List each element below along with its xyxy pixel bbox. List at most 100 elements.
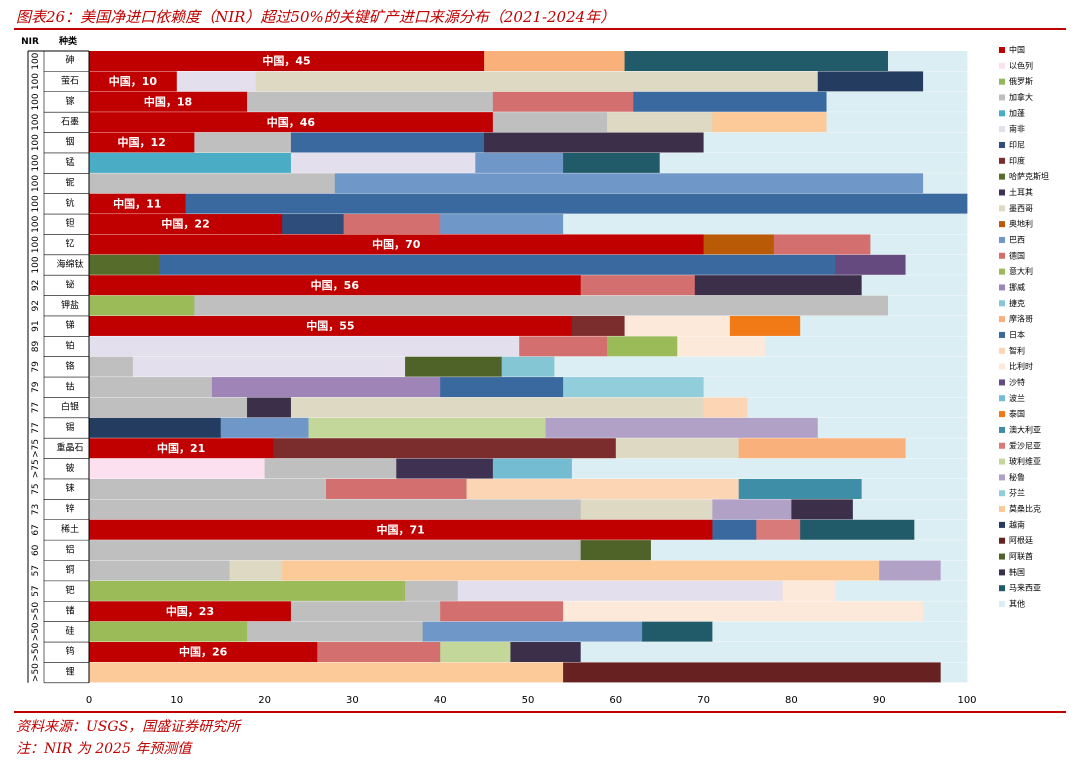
legend-label: 马来西亚 [1009,584,1041,593]
row-nir-label: 73 [31,504,41,515]
x-tick-label: 60 [609,695,622,706]
bar-segment [457,580,784,601]
bar-segment [475,152,564,173]
legend-label: 土耳其 [1009,187,1033,197]
row-nir-label: 89 [31,341,41,353]
bar-segment [89,417,222,438]
bar-segment [914,519,968,540]
row-nir-label: 100 [31,215,41,232]
bar-segment [624,51,889,71]
bar-segment [89,275,582,296]
data-label: 中国，21 [157,441,205,455]
bar-segment [264,458,397,479]
nir-note: 注：NIR 为 2025 年预测值 [16,741,192,757]
bar-segment [89,377,213,398]
legend-label: 巴西 [1009,235,1025,244]
row-mineral-label: 钽 [65,217,74,229]
row-nir-label: 57 [31,565,41,576]
row-nir-label: 100 [31,195,41,212]
legend-swatch [999,110,1005,117]
row-mineral-label: 重晶石 [56,441,83,453]
bar-segment [229,560,283,581]
row-mineral-label: 钯 [65,584,74,596]
legend-swatch [999,62,1005,69]
title-rule [14,28,1066,30]
row-mineral-label: 铋 [65,278,74,290]
legend-label: 意大利 [1009,266,1033,276]
bar-segment [607,112,713,133]
row-nir-label: 67 [31,524,41,535]
source-note: 资料来源：USGS，国盛证券研究所 [16,719,241,735]
legend-label: 阿根廷 [1009,535,1033,545]
row-nir-label: 92 [31,300,41,311]
legend-swatch [999,205,1005,212]
bar-segment [440,377,564,398]
bar-segment [290,132,485,153]
bar-segment [211,377,441,398]
row-mineral-label: 砷 [65,55,74,66]
x-tick-label: 70 [697,695,710,706]
bar-segment [923,601,968,622]
legend-swatch [999,395,1005,402]
bar-segment [563,214,968,235]
bar-segment [89,132,195,153]
legend-label: 以色列 [1009,60,1033,70]
row-nir-label: 100 [31,175,41,192]
bar-segment [800,519,915,540]
bar-segment [940,560,968,581]
legend-label: 泰国 [1009,409,1025,419]
bar-segment [484,132,704,153]
bar-segment [729,315,801,336]
bar-segment [89,478,327,499]
row-mineral-label: 海绵钛 [56,258,83,270]
legend-swatch [999,363,1005,370]
bar-segment [132,356,406,377]
bar-segment [501,356,555,377]
bar-segment [738,438,906,459]
bar-segment [852,499,968,520]
row-mineral-label: 锌 [65,503,74,515]
bar-segment [220,417,309,438]
row-nir-label: 75 [31,483,41,494]
x-tick-label: 10 [170,695,183,706]
row-nir-label: 100 [31,73,41,90]
legend-swatch [999,157,1005,164]
data-label: 中国，10 [109,74,158,88]
row-nir-label: >75 [31,459,41,478]
bar-segment [703,132,968,153]
bar-segment [870,234,968,255]
legend-label: 波兰 [1009,393,1025,403]
data-label: 中国，18 [144,94,192,108]
bar-segment [89,152,292,173]
x-tick-label: 90 [873,695,886,706]
legend-swatch [999,347,1005,354]
legend-label: 其他 [1009,599,1025,609]
legend-label: 南非 [1009,124,1025,134]
bar-segment [712,112,827,133]
row-nir-label: >50 [31,663,41,682]
legend-swatch [999,284,1005,291]
bar-segment [624,315,731,336]
legend-swatch [999,316,1005,323]
bar-segment [290,152,476,173]
bar-segment [738,478,863,499]
data-label: 中国，23 [166,604,214,618]
legend-swatch [999,379,1005,386]
row-mineral-label: 铂 [65,340,74,352]
header-mineral: 种类 [58,35,78,47]
legend-swatch [999,442,1005,449]
bar-segment [905,438,968,459]
bar-segment [89,356,134,377]
legend-swatch [999,300,1005,307]
data-label: 中国，11 [113,196,161,210]
bar-segment [89,193,186,214]
row-nir-label: 77 [31,402,41,413]
row-nir-label: 57 [31,585,41,596]
bar-segment [440,214,564,235]
legend-label: 玻利维亚 [1009,456,1041,466]
legend-label: 印度 [1009,155,1025,165]
bar-segment [89,601,292,622]
bar-segment [492,458,573,479]
bar-segment [89,540,582,561]
